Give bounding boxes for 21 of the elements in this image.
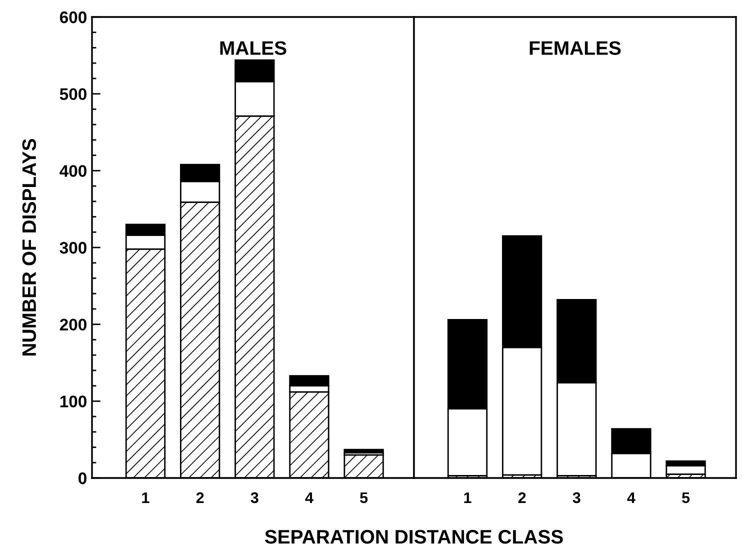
text: MALES xyxy=(220,41,286,55)
x-tick-label: 4 xyxy=(627,492,636,503)
x-tick-label: 5 xyxy=(682,492,690,504)
x-tick-label: 2 xyxy=(196,492,204,503)
x-tick-label: 5 xyxy=(360,492,368,504)
y-tick-label: 200 xyxy=(60,318,86,331)
y-tick-label: 500 xyxy=(60,88,86,100)
y-axis-title: NUMBER OF DISPLAYS xyxy=(22,138,36,356)
text: FEMALES xyxy=(530,41,621,55)
x-tick-label: 1 xyxy=(142,492,150,503)
y-tick-label: 0 xyxy=(78,472,86,484)
x-tick-label: 1 xyxy=(464,492,472,503)
y-tick-label: 400 xyxy=(60,165,86,177)
x-tick-label: 2 xyxy=(518,492,526,503)
x-tick-label: 3 xyxy=(572,492,580,504)
x-tick-label: 3 xyxy=(250,492,258,504)
y-tick-label: 300 xyxy=(60,242,86,254)
y-tick-label: 100 xyxy=(60,396,86,408)
y-tick-label: 600 xyxy=(60,11,86,24)
x-axis-title: SEPARATION DISTANCE CLASS xyxy=(264,530,563,544)
x-tick-label: 4 xyxy=(305,492,314,503)
